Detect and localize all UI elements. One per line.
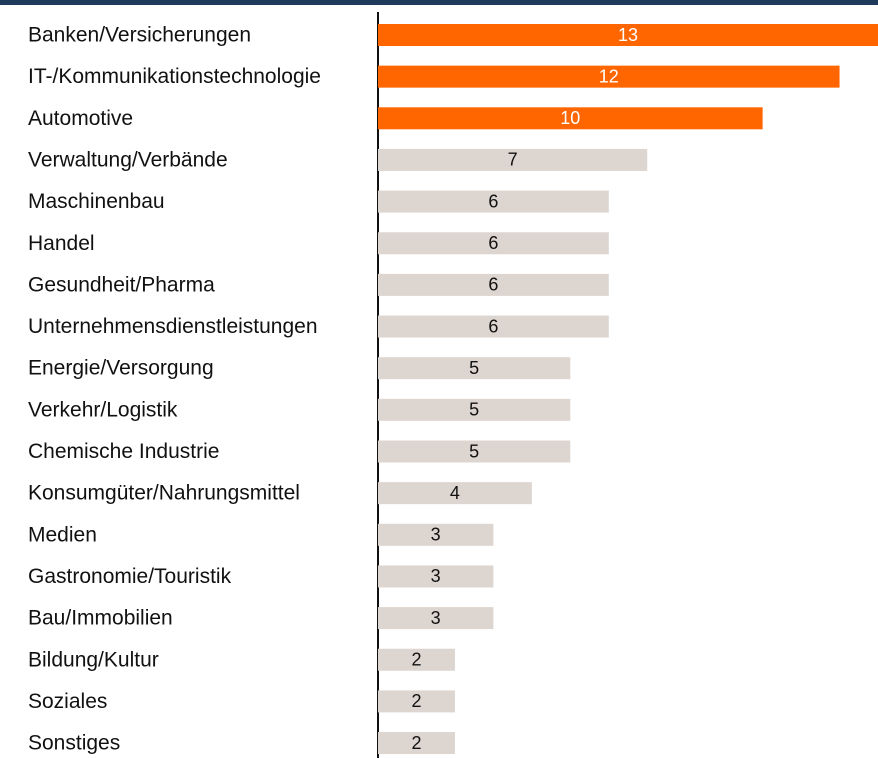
category-label: Medien [28,523,97,546]
bar [378,607,494,630]
bar [378,523,494,546]
bar [378,690,455,713]
value-label: 7 [508,150,518,170]
bar [378,232,609,255]
category-label: Gesundheit/Pharma [28,273,215,296]
value-label: 2 [411,691,421,711]
bar [378,482,532,505]
value-label: 2 [411,733,421,753]
value-label: 12 [599,66,619,86]
category-label: Unternehmensdienstleistungen [28,315,318,338]
bar [378,648,455,671]
category-label: IT-/Kommunikationstechnologie [28,65,321,88]
category-label: Bildung/Kultur [28,648,159,671]
bar [378,148,648,171]
value-label: 3 [431,566,441,586]
value-label: 6 [488,191,498,211]
category-label: Energie/Versorgung [28,357,214,380]
category-label: Banken/Versicherungen [28,24,251,47]
category-label: Verwaltung/Verbände [28,148,228,171]
value-label: 6 [488,275,498,295]
bar [378,732,455,755]
bar [378,107,763,130]
value-label: 6 [488,316,498,336]
value-label: 5 [469,400,479,420]
value-label: 2 [411,650,421,670]
value-label: 6 [488,233,498,253]
bar [378,398,571,421]
value-label: 4 [450,483,460,503]
bar [378,565,494,588]
category-label: Sonstiges [28,732,120,755]
value-label: 3 [431,608,441,628]
category-label: Automotive [28,107,133,130]
bar [378,190,609,213]
bar [378,273,609,296]
top-rule [0,0,878,5]
category-label: Gastronomie/Touristik [28,565,232,588]
category-label: Chemische Industrie [28,440,219,463]
bar [378,65,840,88]
category-label: Bau/Immobilien [28,607,173,630]
value-label: 5 [469,441,479,461]
bar [378,440,571,463]
category-label: Maschinenbau [28,190,165,213]
value-label: 5 [469,358,479,378]
category-label: Verkehr/Logistik [28,398,178,421]
category-label: Konsumgüter/Nahrungsmittel [28,482,300,505]
value-label: 13 [618,25,638,45]
category-label: Soziales [28,690,107,713]
bar [378,24,878,46]
category-label: Handel [28,232,95,255]
value-label: 3 [431,525,441,545]
bar [378,315,609,338]
bar [378,357,571,380]
value-label: 10 [560,108,580,128]
